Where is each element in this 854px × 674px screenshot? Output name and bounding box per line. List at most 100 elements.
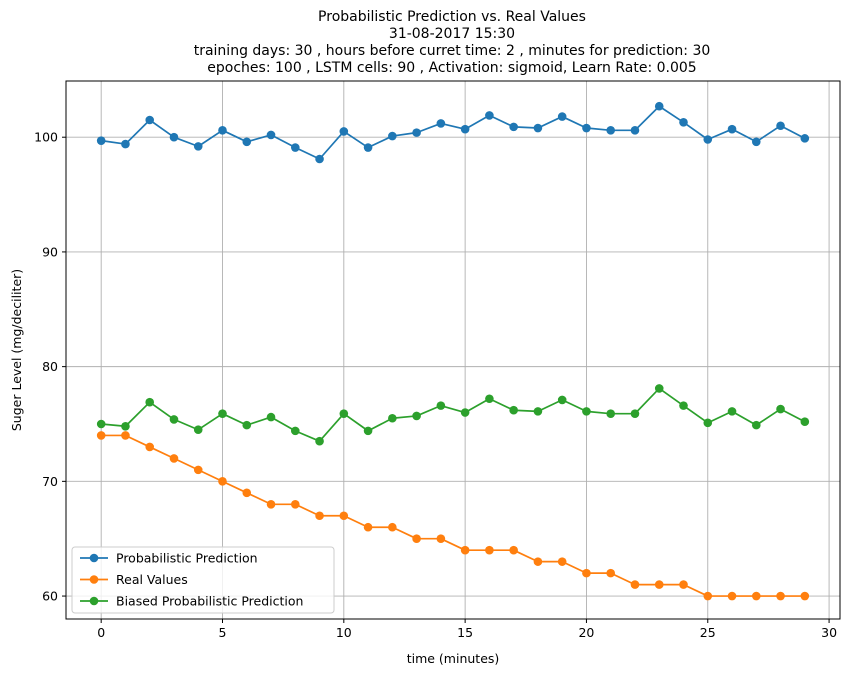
chart-subtitle-training: training days: 30 , hours before curret … (194, 43, 711, 59)
data-point (703, 418, 713, 428)
y-tick-label: 80 (42, 359, 58, 374)
data-point (121, 431, 130, 440)
data-point (193, 142, 203, 151)
data-point (388, 522, 397, 532)
data-point (485, 394, 494, 404)
data-point (436, 534, 446, 544)
data-point (606, 409, 616, 418)
data-point (630, 409, 640, 418)
data-point (727, 591, 737, 601)
data-point (96, 419, 106, 429)
data-point (654, 580, 664, 589)
data-point (751, 420, 761, 430)
data-point (193, 465, 203, 475)
data-point (533, 557, 543, 566)
data-point (412, 128, 421, 137)
data-point (485, 545, 494, 555)
data-point (557, 112, 567, 121)
chart-subtitle-model: epoches: 100 , LSTM cells: 90 , Activati… (207, 60, 696, 76)
data-point (557, 395, 567, 405)
data-point (630, 580, 640, 589)
data-point (315, 154, 324, 164)
x-tick-label: 0 (97, 625, 105, 640)
data-point (509, 122, 518, 132)
data-point (363, 426, 373, 436)
data-point (727, 407, 737, 416)
data-point (679, 401, 688, 410)
data-point (266, 499, 276, 509)
data-point (751, 591, 761, 601)
data-point (218, 409, 227, 418)
data-point (412, 534, 421, 544)
data-point (800, 417, 810, 426)
data-point (533, 407, 543, 416)
series-line (101, 434, 805, 597)
data-point (121, 139, 130, 149)
data-point (242, 420, 252, 430)
data-point (412, 411, 421, 421)
axis-ticks: 0 5 10 15 20 25 30 60 70 80 90 100 (34, 130, 837, 640)
data-point (436, 119, 446, 128)
data-point (606, 126, 616, 135)
data-point (218, 126, 227, 135)
data-point (606, 568, 616, 578)
data-point (582, 407, 591, 416)
legend-swatch-marker (89, 553, 99, 563)
legend-label: Biased Probabilistic Prediction (116, 594, 303, 609)
data-point (727, 124, 737, 134)
data-point (266, 130, 276, 140)
data-point (193, 425, 203, 435)
chart-subtitle-datetime: 31-08-2017 15:30 (389, 26, 515, 42)
data-point (751, 137, 761, 147)
data-point (679, 117, 688, 127)
data-point (363, 522, 373, 532)
series-1 (96, 101, 810, 164)
x-tick-label: 5 (219, 625, 227, 640)
data-point (169, 132, 179, 142)
y-tick-label: 100 (34, 130, 58, 145)
data-point (242, 137, 252, 147)
data-point (339, 127, 349, 136)
data-point (460, 545, 470, 555)
data-point (703, 591, 713, 601)
legend: Probabilistic Prediction Real Values Biase… (71, 546, 335, 614)
data-point (800, 591, 810, 601)
data-point (339, 409, 349, 418)
data-point (436, 401, 446, 410)
data-point (485, 111, 494, 120)
chart-title-line: Probabilistic Prediction vs. Real Values (318, 9, 586, 25)
data-point (96, 136, 106, 145)
data-point (315, 436, 324, 446)
data-point (169, 415, 179, 424)
data-point (145, 115, 155, 125)
data-point (703, 135, 713, 144)
y-tick-label: 90 (42, 244, 58, 259)
legend-label: Real Values (116, 572, 188, 587)
data-point (630, 126, 640, 135)
data-point (339, 511, 349, 521)
data-point (776, 121, 785, 131)
x-tick-label: 20 (578, 625, 594, 640)
legend-box (71, 546, 335, 614)
data-point (460, 408, 470, 417)
data-point (776, 591, 785, 601)
data-point (121, 421, 130, 431)
data-point (169, 454, 179, 463)
data-point (218, 477, 227, 486)
data-point (96, 431, 106, 440)
data-point (800, 134, 810, 143)
x-tick-label: 15 (457, 625, 473, 640)
legend-label: Probabilistic Prediction (116, 551, 258, 566)
data-point (290, 426, 300, 436)
x-axis-label: time (minutes) (407, 651, 500, 666)
grid (66, 81, 840, 619)
y-tick-label: 70 (42, 474, 58, 489)
data-point (679, 580, 688, 589)
data-point (388, 131, 397, 141)
data-point (266, 412, 276, 422)
data-point (582, 568, 591, 578)
data-point (776, 404, 785, 414)
chart-title: Probabilistic Prediction vs. Real Values… (194, 9, 711, 76)
